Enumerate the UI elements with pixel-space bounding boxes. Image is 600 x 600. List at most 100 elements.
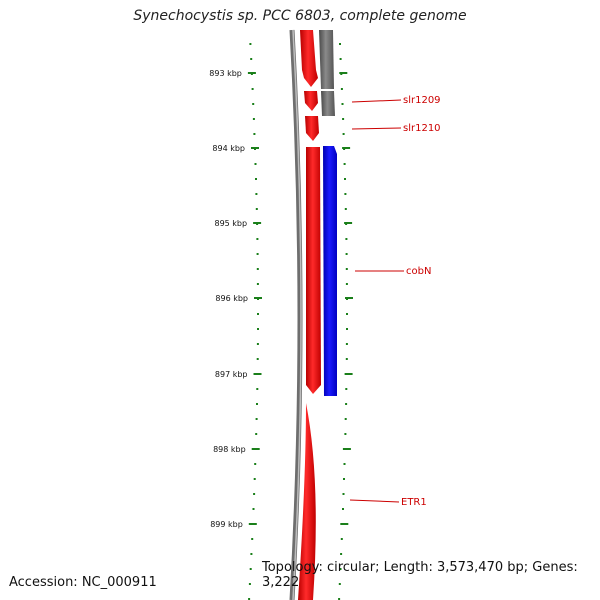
- minor-tick-left: [254, 163, 257, 165]
- tick-label: 898 kbp: [213, 445, 246, 454]
- minor-tick-left: [256, 253, 259, 255]
- minor-tick-right: [344, 433, 347, 435]
- minor-tick-right: [343, 478, 345, 480]
- minor-tick-right: [342, 508, 344, 510]
- leader-line-slr1209: [351, 99, 402, 103]
- minor-tick-right: [345, 358, 348, 360]
- minor-tick-left: [256, 388, 259, 390]
- minor-tick-left: [255, 418, 258, 420]
- minor-tick-left: [255, 178, 257, 180]
- feature-forward-4: [306, 147, 321, 394]
- minor-tick-right: [345, 268, 348, 270]
- minor-tick-left: [256, 238, 259, 240]
- minor-tick-right: [342, 493, 345, 495]
- major-tick-right: [344, 373, 353, 375]
- genome-backbone: [289, 29, 303, 600]
- tick-label: 897 kbp: [215, 370, 248, 379]
- accession-text: Accession: NC_000911: [9, 575, 157, 590]
- genome-backbone-highlight: [292, 29, 302, 600]
- major-tick-right: [344, 222, 353, 224]
- minor-tick-right: [345, 283, 348, 285]
- minor-tick-left: [252, 508, 255, 510]
- minor-tick-left: [255, 208, 258, 210]
- minor-tick-left: [252, 118, 255, 120]
- minor-tick-left: [256, 358, 259, 360]
- gene-label-cobN[interactable]: cobN: [406, 266, 431, 277]
- minor-tick-left: [250, 58, 253, 60]
- minor-tick-right: [340, 538, 343, 540]
- major-tick-left: [247, 72, 256, 74]
- feature-gray-1: [319, 30, 334, 89]
- minor-tick-left: [253, 133, 256, 135]
- minor-tick-left: [256, 343, 259, 345]
- minor-tick-right: [344, 178, 346, 180]
- genome-title: Synechocystis sp. PCC 6803, complete gen…: [133, 8, 467, 24]
- major-tick-marks: 893 kbp 894 kbp 895 kbp 896 kbp 897 kbp 898 k…: [209, 69, 353, 529]
- gene-label-slr1210[interactable]: slr1210: [403, 123, 441, 134]
- major-tick-left: [251, 147, 259, 149]
- major-tick-right: [339, 72, 348, 74]
- major-tick-left: [253, 373, 262, 375]
- major-tick-left: [253, 222, 262, 224]
- minor-tick-left: [256, 283, 259, 285]
- minor-tick-right: [339, 43, 341, 45]
- minor-tick-left: [251, 538, 254, 540]
- leader-line-ETR1: [349, 499, 400, 503]
- minor-tick-left: [256, 403, 258, 405]
- feature-forward-3: [305, 116, 319, 141]
- minor-tick-right: [345, 238, 348, 240]
- minor-tick-right: [344, 418, 347, 420]
- minor-tick-left: [250, 553, 253, 555]
- tick-label: 894 kbp: [212, 144, 245, 153]
- minor-tick-left: [255, 193, 258, 195]
- tick-label: 895 kbp: [214, 219, 247, 228]
- major-tick-right: [342, 448, 351, 450]
- minor-tick-right: [346, 313, 348, 315]
- minor-tick-right: [345, 343, 348, 345]
- minor-tick-right: [339, 568, 342, 570]
- minor-tick-right: [342, 118, 345, 120]
- tick-label: 893 kbp: [209, 69, 242, 78]
- minor-tick-right: [342, 133, 345, 135]
- minor-tick-left: [255, 433, 258, 435]
- minor-tick-right: [343, 163, 346, 165]
- minor-tick-right: [338, 598, 341, 600]
- minor-tick-left: [249, 43, 252, 45]
- minor-tick-left: [252, 103, 255, 105]
- minor-tick-right: [345, 388, 348, 390]
- gene-label-ETR1[interactable]: ETR1: [401, 497, 427, 508]
- minor-tick-left: [253, 493, 256, 495]
- minor-tick-right: [340, 553, 343, 555]
- minor-tick-left: [254, 463, 257, 465]
- minor-tick-left: [257, 313, 259, 315]
- minor-tick-right: [344, 193, 347, 195]
- minor-tick-right: [345, 253, 348, 255]
- minor-tick-left: [251, 88, 254, 90]
- topology-text: Topology: circular; Length: 3,573,470 bp…: [262, 560, 578, 590]
- minor-tick-right: [338, 583, 341, 585]
- minor-tick-left: [248, 598, 251, 600]
- minor-tick-left: [249, 568, 252, 570]
- minor-tick-left: [253, 478, 256, 480]
- feature-forward-2: [304, 91, 318, 111]
- minor-tick-right: [344, 208, 347, 210]
- minor-tick-left: [248, 583, 251, 585]
- minor-tick-right: [339, 58, 342, 60]
- feature-forward-5: [298, 403, 316, 600]
- tick-label: 899 kbp: [210, 520, 243, 529]
- feature-forward-1: [300, 30, 318, 87]
- feature-blue-cobN: [323, 146, 337, 396]
- minor-tick-right: [340, 88, 343, 90]
- minor-tick-left: [256, 268, 259, 270]
- major-tick-left: [248, 523, 257, 525]
- tick-label: 896 kbp: [215, 294, 248, 303]
- minor-tick-right: [343, 463, 346, 465]
- minor-tick-right: [345, 403, 348, 405]
- leader-line-slr1210: [351, 127, 402, 130]
- major-tick-left: [254, 297, 262, 299]
- major-tick-left: [251, 448, 260, 450]
- gene-label-slr1209[interactable]: slr1209: [403, 95, 441, 106]
- major-tick-right: [345, 297, 353, 299]
- minor-tick-left: [257, 328, 259, 330]
